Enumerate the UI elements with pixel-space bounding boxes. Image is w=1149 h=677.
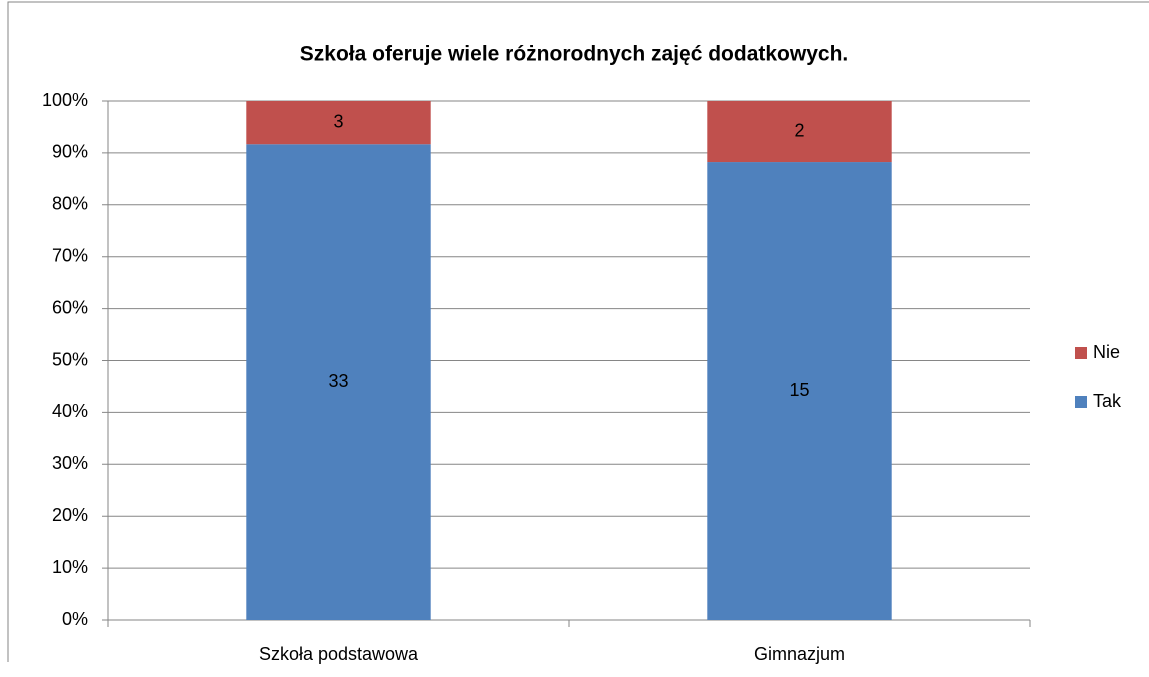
- bar-segment: [707, 101, 892, 163]
- x-tick-label: Gimnazjum: [754, 644, 845, 664]
- y-tick-label: 80%: [52, 194, 88, 214]
- legend-label: Nie: [1093, 342, 1120, 362]
- data-label: 33: [328, 371, 348, 391]
- y-tick-label: 40%: [52, 401, 88, 421]
- legend-swatch: [1075, 396, 1087, 408]
- data-label: 15: [789, 380, 809, 400]
- bar-segment: [707, 162, 892, 620]
- data-label: 2: [794, 120, 804, 140]
- bar-segment: [246, 144, 431, 620]
- y-tick-label: 50%: [52, 349, 88, 369]
- legend-label: Tak: [1093, 391, 1122, 411]
- legend-swatch: [1075, 347, 1087, 359]
- y-tick-label: 100%: [42, 90, 88, 110]
- y-tick-label: 30%: [52, 453, 88, 473]
- data-label: 3: [333, 111, 343, 131]
- y-tick-label: 20%: [52, 505, 88, 525]
- chart-frame: [7, 1, 1149, 662]
- y-tick-label: 70%: [52, 245, 88, 265]
- y-tick-label: 0%: [62, 609, 88, 629]
- x-tick-label: Szkoła podstawowa: [259, 644, 419, 664]
- y-tick-label: 90%: [52, 142, 88, 162]
- chart-title: Szkoła oferuje wiele różnorodnych zajęć …: [300, 43, 848, 66]
- y-tick-label: 60%: [52, 297, 88, 317]
- y-tick-label: 10%: [52, 557, 88, 577]
- bar-segment: [246, 101, 431, 145]
